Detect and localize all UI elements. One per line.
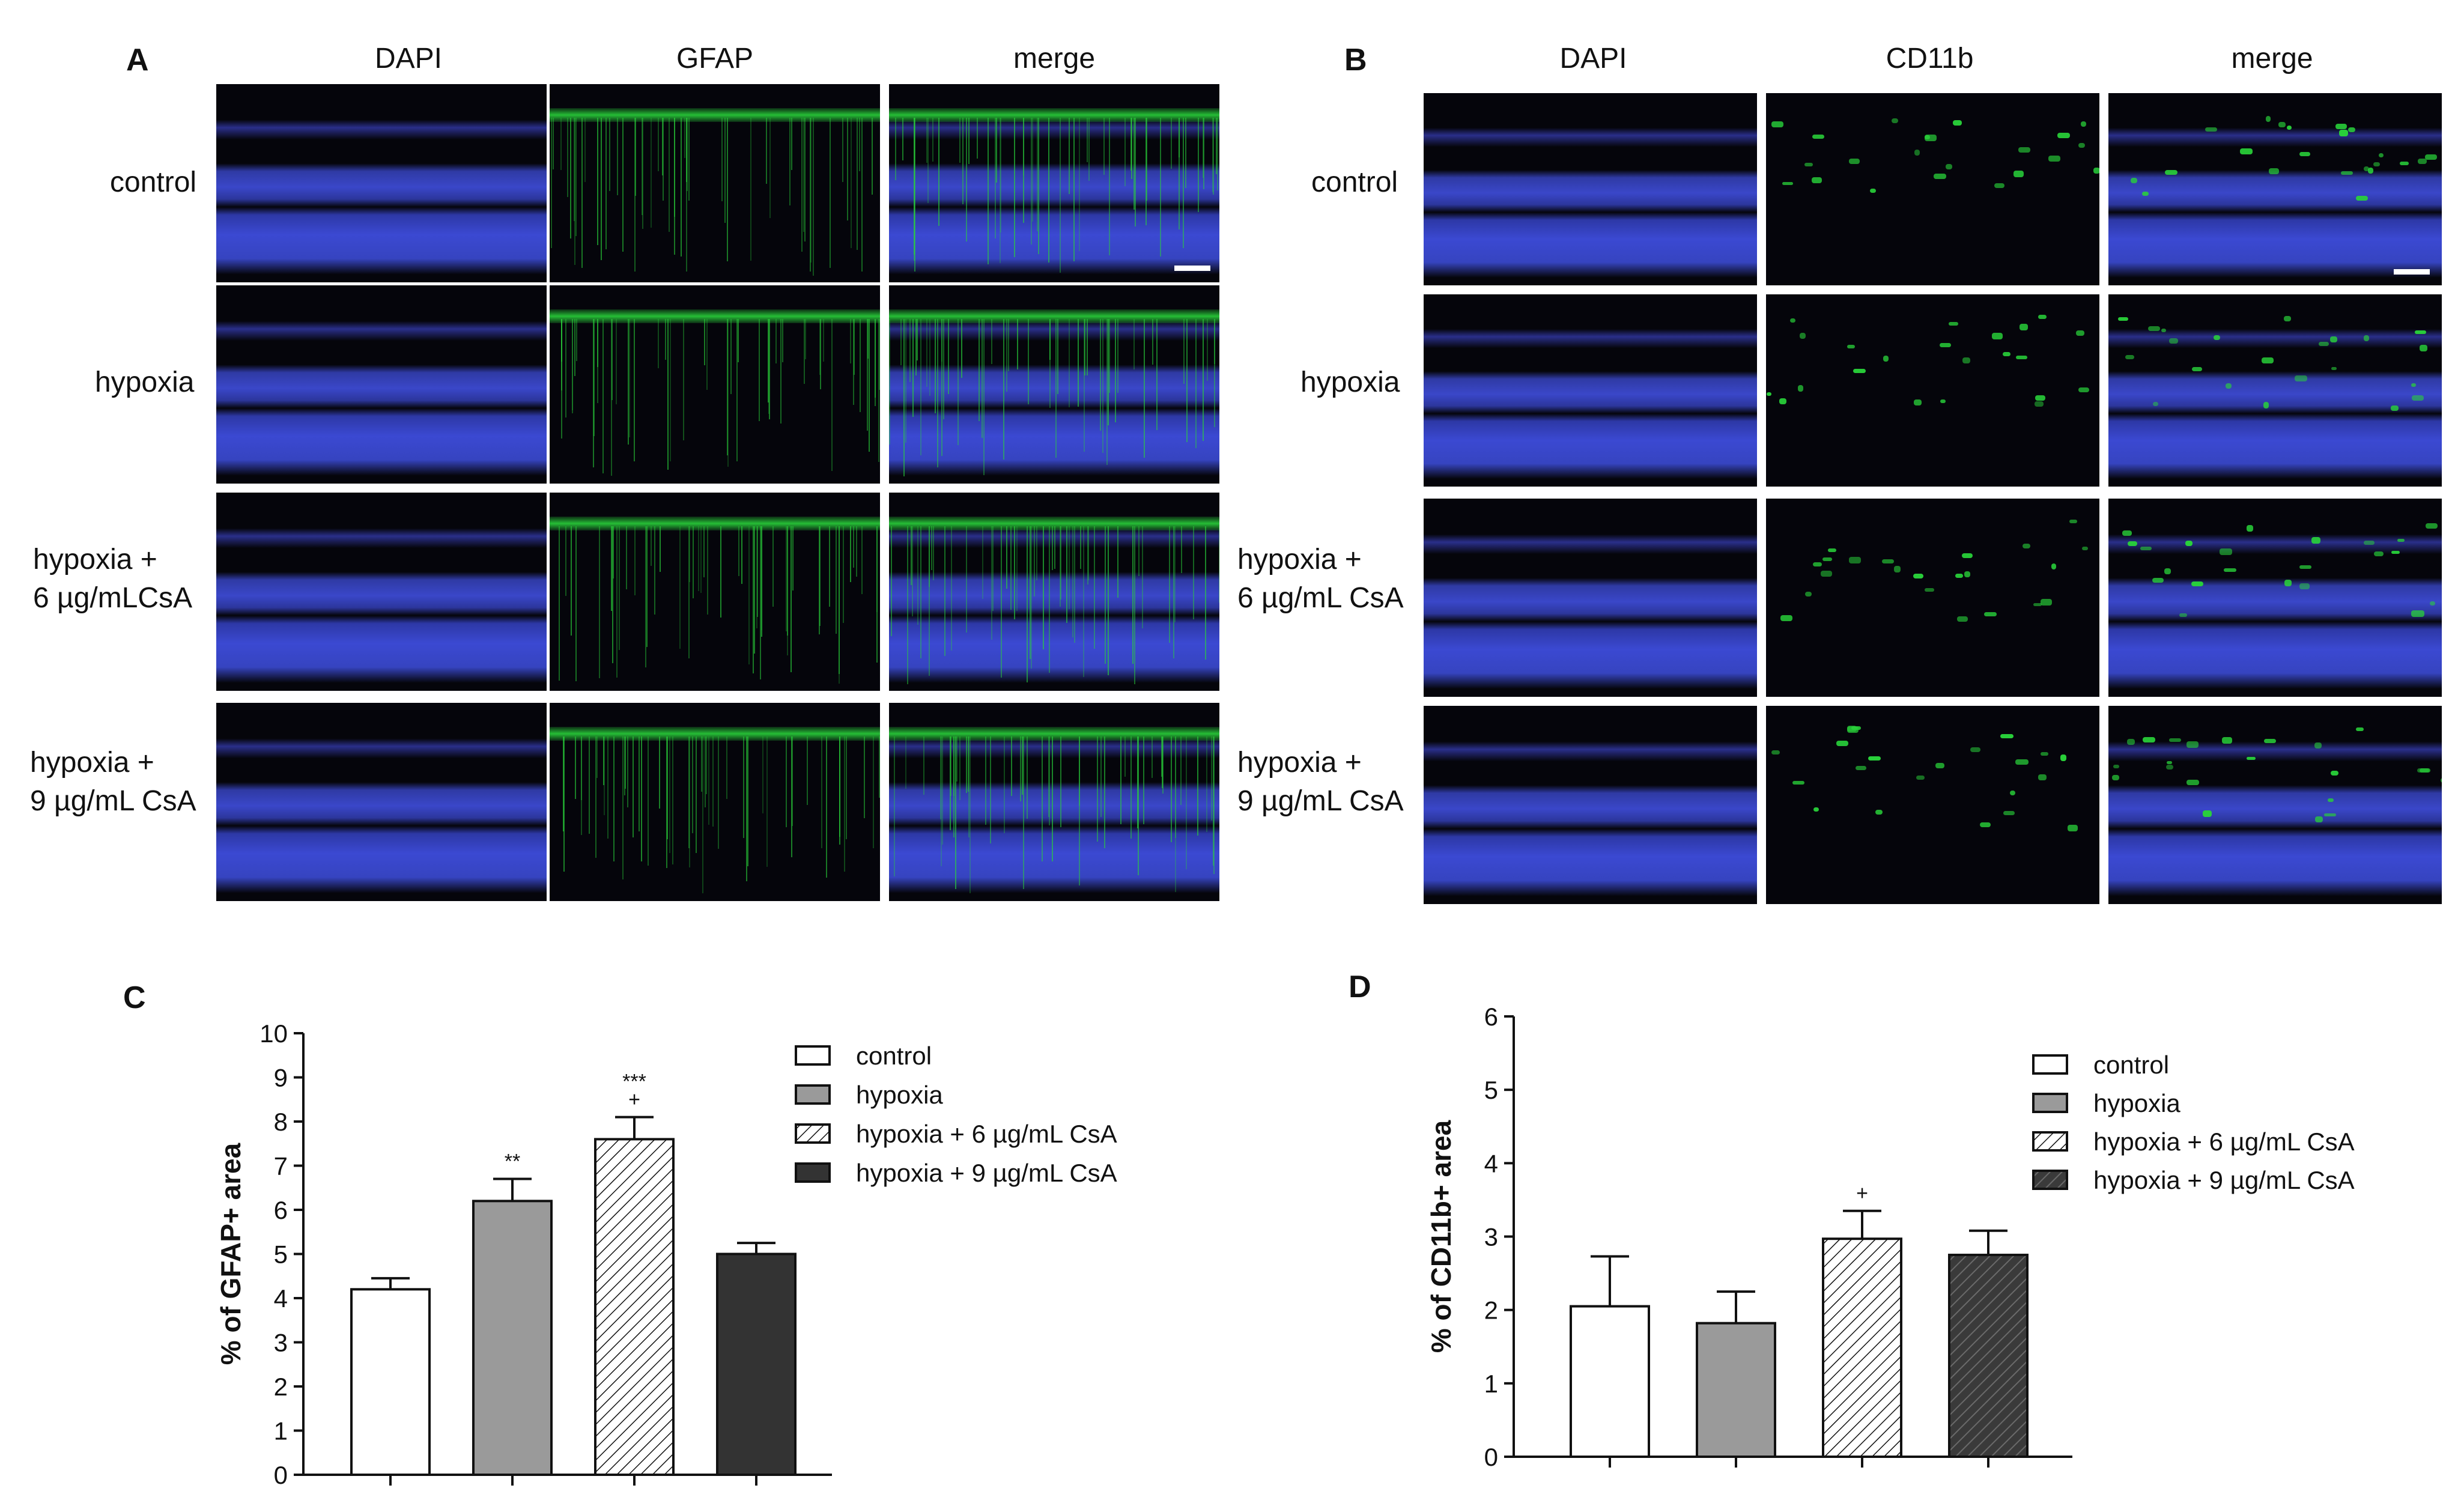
panel-b-row-hypoxia: hypoxia [1300, 366, 1400, 398]
legend-label-1: control [2093, 1051, 2169, 1079]
legend-label-2: hypoxia [856, 1081, 943, 1109]
panel-b-image-r3-dapi [1424, 499, 1757, 697]
panel-b-image-r2-green [1766, 294, 2099, 487]
y-axis-label: % of CD11b+ area [1425, 1120, 1457, 1353]
panel-a-column-merge: merge [1013, 43, 1096, 74]
panel-b-image-r4-green [1766, 706, 2099, 904]
y-tick-label: 1 [274, 1417, 288, 1445]
panel-a-row-hypoxia: hypoxia [95, 366, 195, 398]
bar-4 [716, 1252, 797, 1476]
panel-b-scalebar-1 [2394, 269, 2430, 275]
legend-swatch-3 [795, 1123, 831, 1144]
panel-letter-d: D [1349, 970, 1371, 1004]
panel-b-image-r4-dapi [1424, 706, 1757, 904]
y-tick-label: 0 [274, 1461, 288, 1489]
panel-b-image-r3-green [1766, 499, 2099, 697]
legend-swatch-2 [2032, 1093, 2068, 1113]
panel-a-image-r4-dapi [216, 703, 547, 901]
bar-1 [350, 1288, 431, 1476]
bar-2 [472, 1200, 553, 1476]
y-tick-label: 7 [274, 1152, 288, 1180]
panel-b-column-cd11b: CD11b [1886, 43, 1974, 74]
panel-b-image-r4-merge [2108, 706, 2442, 904]
y-tick-label: 10 [259, 1019, 288, 1048]
panel-letter-c: C [123, 980, 146, 1015]
panel-b-image-r2-merge [2108, 294, 2442, 487]
significance-label: + [1856, 1182, 1868, 1205]
panel-letter-a: A [126, 43, 149, 77]
panel-b-image-r1-green [1766, 93, 2099, 285]
panel-a-image-r2-green [550, 285, 880, 484]
panel-a-image-r1-merge [889, 84, 1219, 282]
legend-label-1: control [856, 1042, 932, 1070]
y-tick-label: 5 [274, 1240, 288, 1269]
y-tick-label: 0 [1484, 1443, 1498, 1471]
panel-a-column-gfap: GFAP [676, 43, 754, 74]
significance-label: *** [622, 1070, 646, 1093]
bar-2 [1696, 1322, 1776, 1459]
panel-b-row-hypoxia-6: hypoxia + 6 µg/mL CsA [1237, 544, 1404, 614]
panel-a-row-hypoxia-6: hypoxia + 6 µg/mLCsA [33, 544, 193, 614]
y-tick-label: 8 [274, 1108, 288, 1136]
legend-label-3: hypoxia + 6 µg/mL CsA [2093, 1128, 2355, 1156]
legend-swatch-3 [2032, 1131, 2068, 1152]
panel-a-image-r4-green [550, 703, 880, 901]
panel-b-row-control: control [1311, 166, 1398, 198]
significance-label: ** [505, 1150, 520, 1173]
panel-a-image-r4-merge [889, 703, 1219, 901]
y-tick-label: 4 [1484, 1149, 1498, 1177]
y-tick-label: 1 [1484, 1370, 1498, 1398]
panel-letter-b: B [1344, 43, 1367, 77]
legend-swatch-4 [795, 1162, 831, 1183]
legend-swatch-1 [795, 1045, 831, 1066]
y-tick-label: 2 [1484, 1296, 1498, 1325]
panel-a-image-r2-merge [889, 285, 1219, 484]
y-tick-label: 6 [274, 1196, 288, 1224]
y-axis-label: % of GFAP+ area [215, 1143, 246, 1365]
bar-3 [594, 1138, 675, 1476]
bar-4 [1948, 1254, 2029, 1458]
panel-b-image-r3-merge [2108, 499, 2442, 697]
panel-b-image-r1-dapi [1424, 93, 1757, 285]
y-tick-label: 3 [274, 1329, 288, 1357]
panel-a-image-r3-merge [889, 493, 1219, 691]
legend-swatch-1 [2032, 1054, 2068, 1075]
panel-b-image-r1-merge [2108, 93, 2442, 285]
y-tick-label: 9 [274, 1064, 288, 1092]
panel-a-row-hypoxia-9: hypoxia + 9 µg/mL CsA [30, 747, 196, 817]
y-tick-label: 6 [1484, 1003, 1498, 1031]
panel-a-scalebar-1 [1174, 266, 1210, 271]
significance-label: + [628, 1088, 640, 1111]
panel-d-chart: D 0 1 2 3 4 5 6 % of CD11b+ area + control hypoxia… [1349, 970, 2355, 1471]
panel-b-image-r2-dapi [1424, 294, 1757, 487]
panel-a-image-r3-green [550, 493, 880, 691]
bar-3 [1822, 1237, 1902, 1458]
y-tick-label: 4 [274, 1284, 288, 1313]
y-tick-label: 2 [274, 1373, 288, 1401]
legend-label-4: hypoxia + 9 µg/mL CsA [2093, 1166, 2355, 1194]
panel-a-image-r2-dapi [216, 285, 547, 484]
panel-a-row-control: control [110, 166, 197, 198]
bar-1 [1570, 1305, 1650, 1459]
legend-label-4: hypoxia + 9 µg/mL CsA [856, 1159, 1117, 1187]
legend-swatch-2 [795, 1084, 831, 1105]
panel-b-column-dapi: DAPI [1559, 43, 1627, 74]
panel-a-image-r1-dapi [216, 84, 547, 282]
legend-swatch-4 [2032, 1170, 2068, 1190]
panel-b-row-hypoxia-9: hypoxia + 9 µg/mL CsA [1237, 747, 1404, 817]
panel-a-image-r3-dapi [216, 493, 547, 691]
panel-a-image-r1-green [550, 84, 880, 282]
y-tick-label: 5 [1484, 1076, 1498, 1104]
legend-label-2: hypoxia [2093, 1089, 2180, 1117]
panel-b-column-merge: merge [2231, 43, 2313, 74]
legend-label-3: hypoxia + 6 µg/mL CsA [856, 1120, 1117, 1148]
panel-a-column-dapi: DAPI [374, 43, 443, 74]
y-tick-label: 3 [1484, 1223, 1498, 1251]
